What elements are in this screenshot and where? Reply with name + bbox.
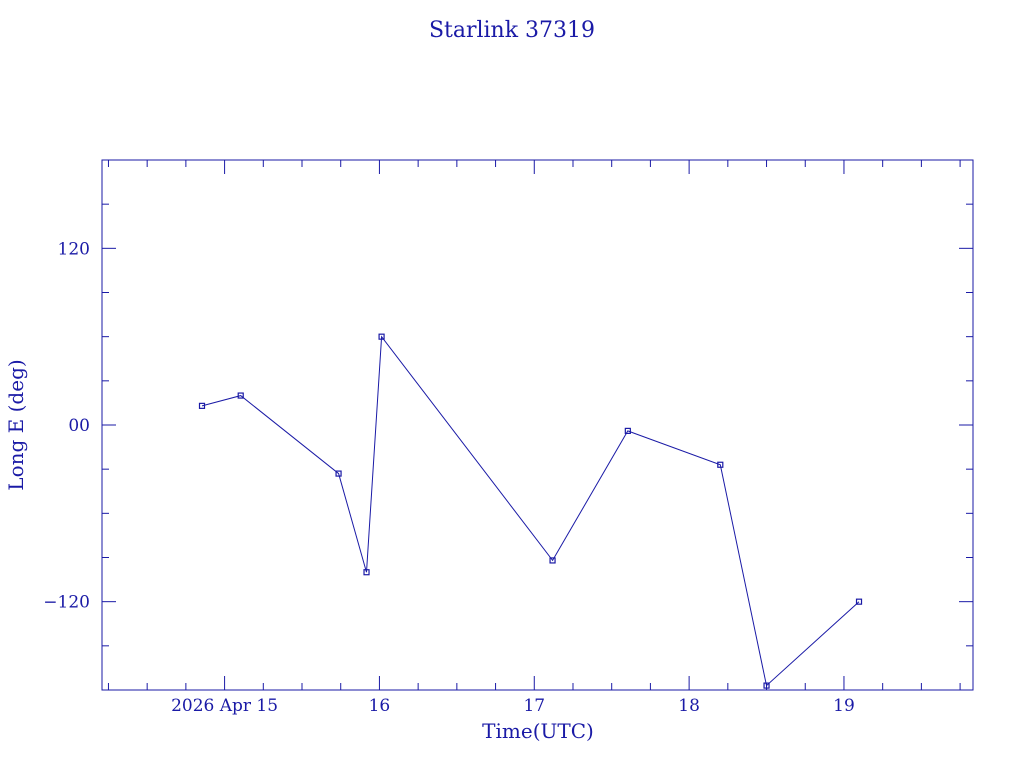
chart-title: Starlink 37319 <box>429 18 595 43</box>
x-tick-label: 17 <box>523 696 545 716</box>
x-tick-label: 2026 Apr 15 <box>171 696 278 716</box>
data-point <box>855 598 863 605</box>
y-tick-label: −120 <box>43 593 90 613</box>
data-point <box>549 557 556 564</box>
data-point <box>363 569 370 576</box>
y-tick-label: 00 <box>68 416 90 436</box>
data-point <box>717 461 724 468</box>
plot-frame <box>101 159 974 691</box>
series-line <box>201 335 860 687</box>
data-point <box>237 392 244 399</box>
data-point <box>624 427 631 434</box>
x-tick-label: 16 <box>369 696 391 716</box>
x-tick-label: 18 <box>678 696 700 716</box>
axis-ticks <box>102 160 973 690</box>
axis-tick-labels: 2026 Apr 15 16 17 18 19 120 00 −120 <box>43 239 854 716</box>
y-axis-label: Long E (deg) <box>4 359 28 490</box>
data-point <box>378 333 385 340</box>
data-point <box>198 402 206 409</box>
data-point <box>335 470 342 477</box>
y-tick-label: 120 <box>58 239 90 259</box>
x-axis-label: Time(UTC) <box>482 719 594 743</box>
data-markers <box>198 333 863 689</box>
data-point <box>763 682 770 689</box>
x-tick-label: 19 <box>833 696 855 716</box>
